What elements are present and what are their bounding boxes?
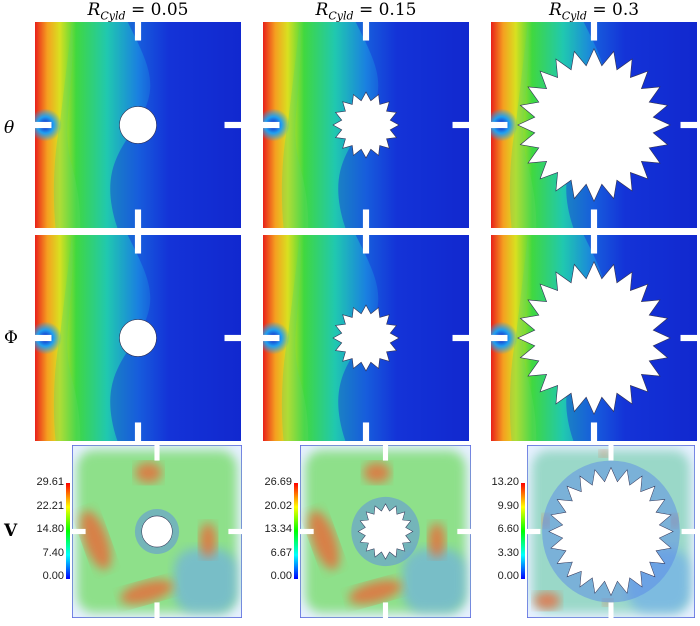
cylinder-obstacle <box>548 466 674 597</box>
concentration-contour-1 <box>35 235 241 441</box>
partition-slit <box>491 121 508 129</box>
partition-slit <box>608 602 614 618</box>
column-title-3: RCyld = 0.3 <box>548 0 640 23</box>
velocity-hotspot <box>308 510 340 570</box>
partition-slit <box>154 602 160 618</box>
partition-slit <box>134 22 142 41</box>
partition-slit <box>452 121 469 129</box>
partition-slit <box>590 22 598 41</box>
colorbar-tick-label: 29.61 <box>36 476 64 488</box>
partition-slit <box>491 334 508 342</box>
cylinder-obstacle <box>357 503 414 560</box>
temperature-contour-3 <box>491 22 697 228</box>
concentration-contour-3 <box>491 235 697 441</box>
velocity-hotspot <box>80 510 112 570</box>
colorbar-tick-label: 13.34 <box>264 523 292 535</box>
partition-slit <box>300 528 314 535</box>
velocity-hotspot <box>348 579 402 605</box>
colorbar-1 <box>66 483 70 579</box>
cylinder-obstacle <box>119 319 157 357</box>
velocity-vector-field-2 <box>300 445 471 618</box>
partition-slit <box>35 334 52 342</box>
velocity-hotspot <box>599 450 610 458</box>
velocity-vector-field-1 <box>72 445 242 618</box>
partition-slit <box>362 422 370 441</box>
partition-slit <box>134 422 142 441</box>
colorbar-tick-label: 6.60 <box>497 523 519 535</box>
concentration-contour-2 <box>263 235 469 441</box>
velocity-hotspot <box>199 522 217 558</box>
colorbar-tick-label: 0.00 <box>497 570 519 582</box>
partition-slit <box>452 334 469 342</box>
colorbar-tick-label: 13.20 <box>491 476 519 488</box>
colorbar-tick-label: 20.02 <box>264 499 292 512</box>
cylinder-obstacle <box>332 304 400 372</box>
velocity-hotspot <box>363 462 391 484</box>
colorbar-tick-label: 7.40 <box>42 546 64 559</box>
partition-slit <box>224 334 241 342</box>
partition-slit <box>228 528 242 535</box>
cylinder-obstacle <box>517 48 671 202</box>
partition-slit <box>608 445 614 461</box>
partition-slit <box>263 121 280 129</box>
colorbar-tick-label: 26.69 <box>264 476 292 488</box>
row-label-velocity: V <box>4 521 18 541</box>
column-title-2: RCyld = 0.15 <box>315 0 417 23</box>
velocity-hotspot <box>533 592 561 610</box>
partition-slit <box>224 121 241 129</box>
colorbar-tick-label: 6.67 <box>270 546 292 559</box>
partition-slit <box>527 528 541 535</box>
partition-slit <box>382 445 389 461</box>
partition-slit <box>72 528 86 535</box>
temperature-contour-2 <box>263 22 469 228</box>
column-title-1: RCyld = 0.05 <box>87 0 189 23</box>
partition-slit <box>362 22 370 41</box>
colorbar-tick-label: 0.00 <box>42 570 64 582</box>
cylinder-obstacle <box>517 261 671 415</box>
colorbar-tick-label: 14.80 <box>36 523 64 535</box>
colorbar-tick-label: 3.30 <box>497 546 519 559</box>
partition-slit <box>590 235 598 254</box>
partition-slit <box>263 334 280 342</box>
partition-slit <box>362 235 370 254</box>
colorbar-tick-label: 22.21 <box>36 499 64 512</box>
partition-slit <box>362 209 370 228</box>
partition-slit <box>680 334 697 342</box>
velocity-hotspot <box>120 579 174 605</box>
velocity-hotspot <box>134 462 163 484</box>
colorbar-2 <box>294 483 298 579</box>
partition-slit <box>590 422 598 441</box>
velocity-hotspot <box>428 522 446 558</box>
colorbar-tick-label: 9.90 <box>497 499 519 512</box>
partition-slit <box>680 121 697 129</box>
temperature-contour-1 <box>35 22 241 228</box>
colorbar-3 <box>521 483 525 579</box>
cylinder-obstacle <box>332 91 400 159</box>
row-label-phi: Φ <box>4 328 18 348</box>
partition-slit <box>35 121 52 129</box>
cylinder-obstacle <box>119 106 157 144</box>
partition-slit <box>590 209 598 228</box>
partition-slit <box>382 602 389 618</box>
partition-slit <box>681 528 695 535</box>
partition-slit <box>457 528 471 535</box>
velocity-vector-field-3 <box>527 445 695 618</box>
row-label-theta: θ <box>4 118 15 138</box>
partition-slit <box>134 209 142 228</box>
cylinder-obstacle <box>141 515 173 548</box>
partition-slit <box>154 445 160 461</box>
partition-slit <box>134 235 142 254</box>
colorbar-tick-label: 0.00 <box>270 570 292 582</box>
